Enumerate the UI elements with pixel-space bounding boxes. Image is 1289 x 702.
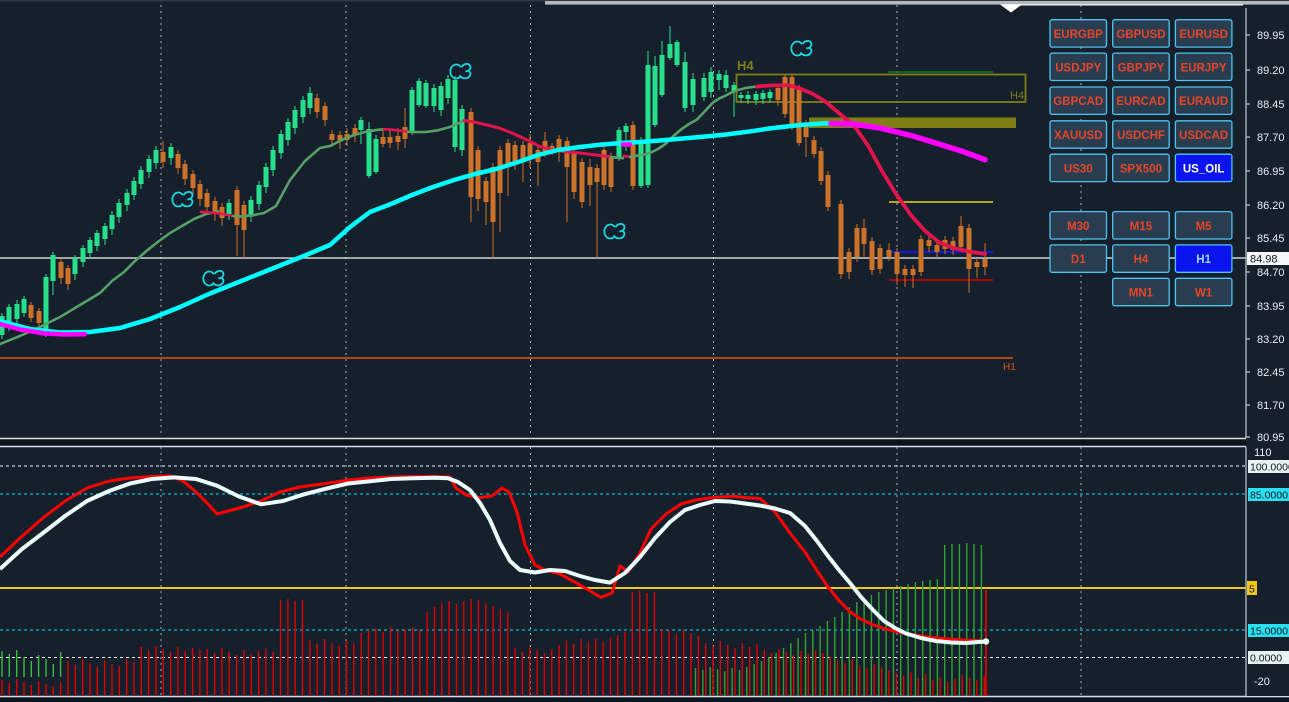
svg-text:H4: H4	[737, 58, 754, 73]
svg-text:H1: H1	[1196, 254, 1211, 266]
svg-text:82.45: 82.45	[1257, 367, 1285, 379]
svg-text:EURGBP: EURGBP	[1054, 29, 1104, 41]
svg-text:84.98: 84.98	[1250, 254, 1278, 266]
svg-text:M15: M15	[1130, 221, 1153, 233]
svg-text:US30: US30	[1064, 163, 1093, 175]
svg-text:88.45: 88.45	[1257, 99, 1285, 111]
svg-text:85.45: 85.45	[1257, 233, 1285, 245]
svg-text:GBPJPY: GBPJPY	[1118, 62, 1165, 74]
svg-text:81.70: 81.70	[1257, 400, 1285, 412]
svg-text:86.20: 86.20	[1257, 200, 1285, 212]
svg-text:89.95: 89.95	[1257, 30, 1285, 42]
svg-text:USDCAD: USDCAD	[1179, 130, 1228, 142]
svg-text:EURAUD: EURAUD	[1179, 96, 1228, 108]
svg-text:87.70: 87.70	[1257, 132, 1285, 144]
svg-text:110: 110	[1254, 447, 1272, 459]
svg-text:W1: W1	[1195, 288, 1213, 300]
svg-text:H4: H4	[1010, 90, 1024, 102]
svg-text:XAUUSD: XAUUSD	[1054, 130, 1103, 142]
svg-text:-20: -20	[1254, 676, 1270, 688]
svg-text:H4: H4	[1134, 254, 1149, 266]
svg-text:M5: M5	[1196, 221, 1213, 233]
svg-text:15.0000: 15.0000	[1250, 626, 1288, 638]
svg-text:EURJPY: EURJPY	[1181, 62, 1227, 74]
svg-text:89.20: 89.20	[1257, 65, 1285, 77]
svg-text:H1: H1	[1003, 362, 1016, 373]
svg-text:5: 5	[1249, 584, 1255, 596]
svg-text:SPX500: SPX500	[1120, 163, 1162, 175]
svg-text:85.0000: 85.0000	[1250, 490, 1288, 502]
svg-text:83.95: 83.95	[1257, 301, 1285, 313]
svg-text:86.95: 86.95	[1257, 166, 1285, 178]
svg-text:EURCAD: EURCAD	[1116, 96, 1165, 108]
svg-text:M30: M30	[1067, 221, 1089, 233]
svg-text:0.0000: 0.0000	[1250, 653, 1282, 665]
svg-text:US_OIL: US_OIL	[1183, 163, 1225, 175]
svg-text:USDJPY: USDJPY	[1055, 62, 1101, 74]
svg-text:GBPUSD: GBPUSD	[1116, 29, 1165, 41]
svg-text:GBPCAD: GBPCAD	[1053, 96, 1103, 108]
svg-text:MN1: MN1	[1129, 288, 1154, 300]
svg-text:100.0000: 100.0000	[1250, 462, 1289, 474]
svg-text:83.20: 83.20	[1257, 334, 1285, 346]
svg-text:84.70: 84.70	[1257, 267, 1285, 279]
svg-text:EURUSD: EURUSD	[1179, 29, 1228, 41]
svg-text:80.95: 80.95	[1257, 432, 1285, 444]
svg-text:D1: D1	[1071, 254, 1086, 266]
svg-text:USDCHF: USDCHF	[1117, 130, 1165, 142]
